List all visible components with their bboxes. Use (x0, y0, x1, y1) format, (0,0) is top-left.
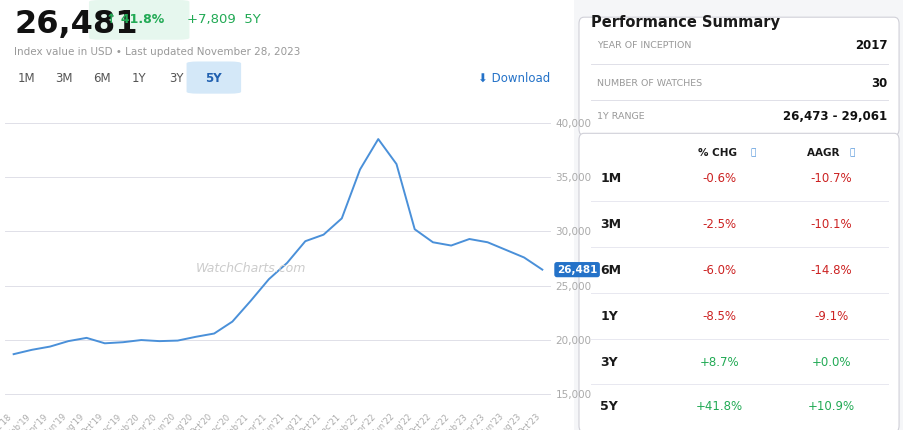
Text: 6M: 6M (93, 71, 110, 85)
FancyBboxPatch shape (578, 17, 898, 135)
Text: 26,481: 26,481 (556, 264, 597, 275)
Text: ⓘ: ⓘ (749, 148, 755, 157)
Text: -9.1%: -9.1% (814, 310, 848, 322)
Text: Index value in USD • Last updated November 28, 2023: Index value in USD • Last updated Novemb… (14, 47, 301, 57)
Text: 30: 30 (870, 77, 887, 90)
Text: WatchCharts.com: WatchCharts.com (195, 262, 305, 275)
Text: -6.0%: -6.0% (702, 264, 735, 276)
Text: 2017: 2017 (854, 39, 887, 52)
Text: 5Y: 5Y (205, 71, 221, 85)
Text: +10.9%: +10.9% (807, 400, 854, 413)
Text: % CHG: % CHG (697, 148, 740, 158)
Text: +41.8%: +41.8% (695, 400, 742, 413)
Text: 3Y: 3Y (169, 71, 183, 85)
Text: 5Y: 5Y (600, 400, 618, 413)
Text: YEAR OF INCEPTION: YEAR OF INCEPTION (597, 41, 691, 49)
Text: 1Y: 1Y (600, 310, 618, 322)
Text: 26,473 - 29,061: 26,473 - 29,061 (783, 110, 887, 123)
Text: 1M: 1M (18, 71, 36, 85)
Text: 6M: 6M (600, 264, 620, 276)
Text: AAGR: AAGR (805, 148, 842, 158)
FancyBboxPatch shape (88, 0, 190, 40)
Text: -8.5%: -8.5% (702, 310, 735, 322)
Text: -10.1%: -10.1% (810, 218, 852, 231)
Text: +8.7%: +8.7% (699, 356, 739, 369)
Text: NUMBER OF WATCHES: NUMBER OF WATCHES (597, 80, 702, 88)
Text: -0.6%: -0.6% (702, 172, 735, 185)
Text: 1Y RANGE: 1Y RANGE (597, 112, 644, 120)
Text: 3M: 3M (600, 218, 620, 231)
Text: 3Y: 3Y (600, 356, 618, 369)
Text: Performance Summary: Performance Summary (590, 15, 778, 30)
Text: +7,809  5Y: +7,809 5Y (186, 13, 260, 26)
Text: ⓘ: ⓘ (849, 148, 854, 157)
FancyBboxPatch shape (186, 61, 241, 94)
Text: 1Y: 1Y (132, 71, 146, 85)
Text: -2.5%: -2.5% (702, 218, 735, 231)
FancyBboxPatch shape (578, 133, 898, 430)
Text: 3M: 3M (55, 71, 73, 85)
Text: -10.7%: -10.7% (810, 172, 852, 185)
Text: 1M: 1M (600, 172, 621, 185)
Text: 26,481: 26,481 (14, 9, 138, 40)
Text: +0.0%: +0.0% (811, 356, 851, 369)
Text: ↑ 41.8%: ↑ 41.8% (106, 13, 164, 26)
Text: ⬇ Download: ⬇ Download (477, 71, 549, 85)
Text: -14.8%: -14.8% (810, 264, 852, 276)
